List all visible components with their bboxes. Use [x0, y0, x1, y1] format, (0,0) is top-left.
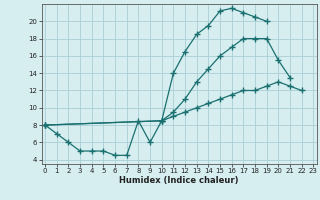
X-axis label: Humidex (Indice chaleur): Humidex (Indice chaleur)	[119, 176, 239, 185]
